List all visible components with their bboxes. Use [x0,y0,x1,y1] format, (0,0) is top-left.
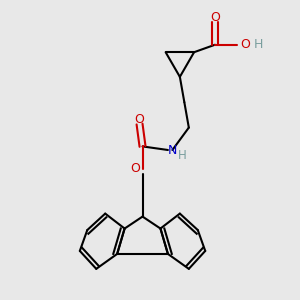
Text: O: O [210,11,220,24]
Text: O: O [240,38,250,51]
Text: O: O [130,162,140,175]
Text: H: H [254,38,263,51]
Text: N: N [168,143,177,157]
Text: H: H [178,149,186,162]
Text: O: O [135,113,145,126]
